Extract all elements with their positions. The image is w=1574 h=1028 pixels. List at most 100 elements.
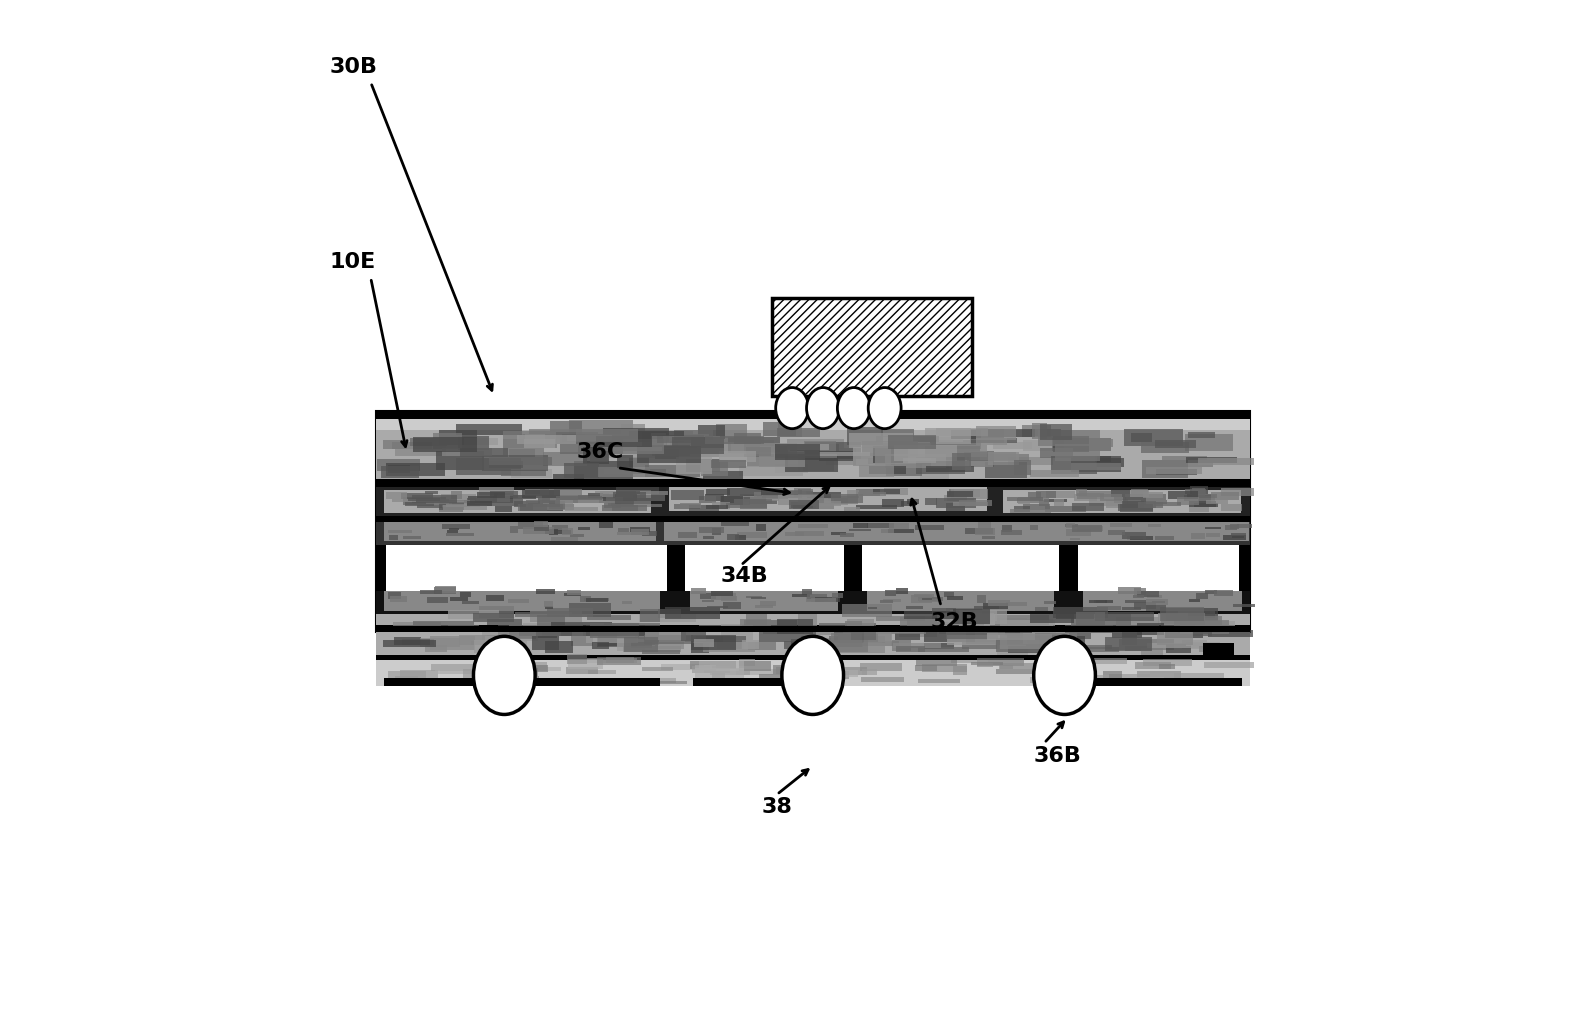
Bar [452,502,469,507]
Bar [570,420,633,437]
Bar [541,678,584,682]
Bar [1077,526,1103,530]
Bar [826,448,856,466]
Bar [691,661,737,669]
Bar [508,449,535,457]
Bar [414,437,477,451]
Bar [951,430,981,439]
Bar [1122,501,1144,508]
Bar [836,640,863,647]
Bar [867,523,894,528]
Bar [1023,504,1050,510]
Bar [386,492,406,499]
Text: 38: 38 [762,797,792,817]
Bar [565,463,598,478]
Bar [823,494,841,498]
Bar [682,631,705,641]
Bar [543,631,600,636]
Bar [952,452,971,471]
Bar [439,507,463,512]
Bar [737,678,771,683]
Bar [1110,523,1132,526]
Text: 10E: 10E [329,252,376,272]
Bar [738,661,771,670]
Bar [801,636,820,650]
Bar [1055,444,1100,461]
Bar [597,436,652,447]
Bar [1089,600,1113,603]
Bar [549,528,557,536]
Bar [472,672,497,681]
Bar [1158,613,1188,624]
Bar [826,670,850,680]
Bar [762,629,804,634]
Bar [1029,614,1073,623]
Bar [970,429,1004,443]
Bar [883,443,932,461]
Bar [948,635,1007,646]
Bar [1162,613,1206,626]
Bar [883,599,902,602]
Bar [1180,620,1229,634]
Bar [1177,611,1215,618]
Bar [630,526,650,531]
Bar [700,461,729,476]
Bar [434,587,456,593]
Bar [524,488,554,495]
Bar [1155,469,1198,475]
Bar [669,487,987,511]
Bar [789,500,818,509]
Bar [759,673,803,682]
Bar [680,503,700,508]
Bar [497,491,513,495]
Bar [1096,457,1124,467]
Bar [1105,636,1152,651]
Bar [790,664,823,673]
Bar [578,495,617,500]
Bar [951,489,988,499]
Bar [496,506,512,512]
Bar [1190,486,1209,494]
Bar [806,596,828,601]
Bar [1111,627,1143,638]
Bar [807,491,841,499]
Bar [833,644,885,654]
Bar [1184,494,1215,501]
Bar [1119,638,1174,650]
Bar [568,655,587,664]
Bar [968,454,1029,461]
Bar [691,635,737,650]
Bar [652,445,689,455]
Bar [1141,500,1168,504]
Bar [880,600,894,602]
Bar [486,595,504,601]
Bar [1207,630,1253,636]
Bar [460,592,472,597]
Bar [1045,491,1075,499]
Bar [1133,588,1146,595]
Bar [439,501,471,504]
Bar [1029,525,1039,529]
Bar [1001,530,1022,535]
Bar [490,461,524,468]
Bar [721,596,737,600]
Bar [467,501,493,506]
Bar [979,618,1028,630]
Bar [604,623,661,628]
Bar [387,671,427,680]
Bar [798,453,834,471]
Bar [678,442,745,457]
Bar [1053,436,1089,452]
Bar [1086,647,1119,652]
Bar [705,505,727,509]
Bar [1028,491,1042,500]
Bar [927,467,974,472]
Bar [376,591,1250,614]
Bar [560,437,623,453]
Bar [1166,609,1218,621]
Bar [562,434,623,442]
Bar [1059,545,1078,591]
Bar [565,507,598,511]
Bar [914,594,933,597]
Bar [988,600,1011,607]
